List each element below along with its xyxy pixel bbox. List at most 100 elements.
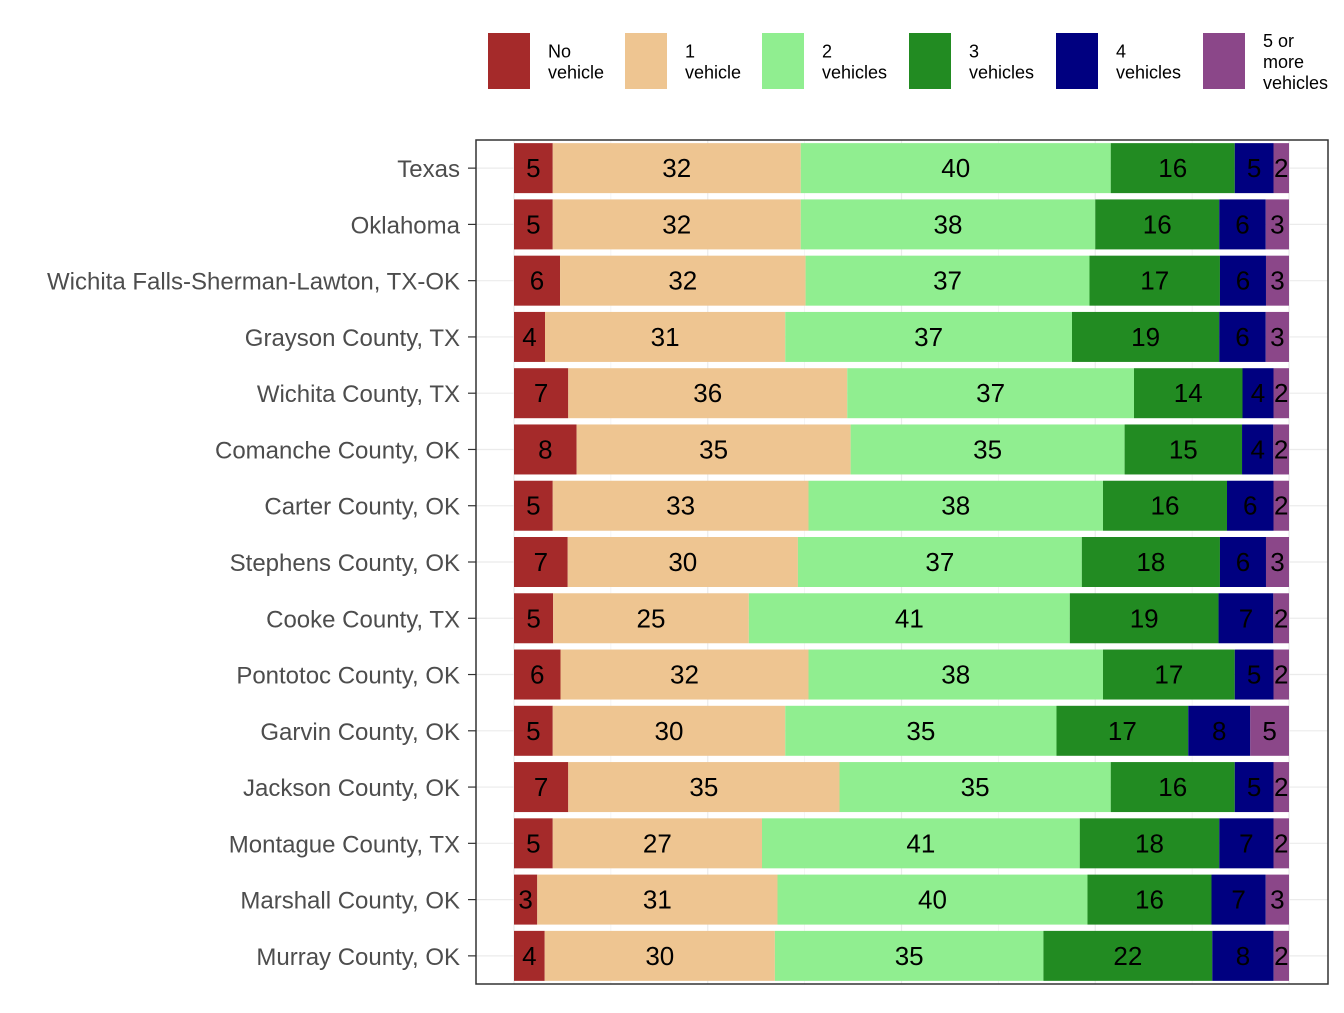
data-label: 2 [1274,828,1288,858]
bar-segment [1273,424,1289,475]
bar-segment [839,762,1111,813]
legend-label: vehicles [1116,63,1181,83]
data-label: 6 [530,660,544,690]
data-label: 38 [941,660,970,690]
legend-label: 4 [1116,42,1126,62]
plot-border [475,139,1329,985]
bar-segment [1265,874,1289,925]
data-label: 8 [1212,716,1226,746]
data-label: 6 [530,266,544,296]
bar-segment [514,930,545,981]
data-label: 41 [895,603,924,633]
data-label: 8 [1236,941,1250,971]
data-label: 25 [637,603,666,633]
bar-segment [1273,649,1289,700]
bar-segment [808,480,1103,531]
bar-segment [1273,593,1289,644]
legend-label: vehicles [969,63,1034,83]
data-label: 35 [699,434,728,464]
bar-segment [1188,705,1251,756]
y-tick-label: Wichita Falls-Sherman-Lawton, TX-OK [47,269,460,296]
bar-segment [1212,930,1274,981]
data-label: 2 [1274,378,1288,408]
legend-label: 2 [822,42,832,62]
data-label: 16 [1135,885,1164,915]
bar-segment [797,537,1082,587]
bar-segment [560,255,806,306]
bar-segment [1273,818,1289,869]
data-label: 3 [1270,547,1284,577]
data-label: 38 [941,491,970,521]
bar-segment [1219,818,1274,869]
bar-segment [1273,143,1289,194]
data-label: 7 [1231,885,1245,915]
bar-segment [1273,762,1289,813]
bar-segment [1265,537,1289,587]
bar-segment [1234,143,1274,194]
data-label: 16 [1151,491,1180,521]
bar-segment [1219,537,1266,587]
data-label: 6 [1236,547,1250,577]
data-label: 7 [534,547,548,577]
bar-segment [774,930,1044,981]
legend-key [1203,33,1245,89]
data-label: 3 [1270,266,1284,296]
data-label: 16 [1143,209,1172,239]
bar-segment [1110,762,1235,813]
data-label: 2 [1274,434,1288,464]
data-label: 6 [1235,322,1249,352]
data-label: 16 [1158,153,1187,183]
bar-segment [847,368,1134,419]
data-label: 3 [1270,885,1284,915]
data-label: 5 [526,716,540,746]
data-label: 32 [668,266,697,296]
data-label: 35 [906,716,935,746]
bar-segment [1103,480,1227,531]
data-label: 4 [1251,378,1265,408]
bar-segment [1110,143,1235,194]
data-label: 7 [534,772,548,802]
bar-segment [545,311,786,362]
bar-segment [1265,199,1289,250]
data-label: 5 [1247,153,1261,183]
bar-segment [568,368,848,419]
data-label: 5 [526,209,540,239]
bar-segment [777,874,1088,925]
y-tick-label: Stephens County, OK [230,550,460,577]
bar-segment [553,593,749,644]
bar-segment [514,311,545,362]
data-label: 17 [1108,716,1137,746]
bar-segment [514,762,569,813]
y-tick-label: Montague County, TX [229,831,460,858]
y-tick-label: Garvin County, OK [260,719,460,746]
bar-segment [785,705,1057,756]
bar-segment [514,255,561,306]
data-label: 33 [666,491,695,521]
data-label: 37 [925,547,954,577]
data-label: 4 [522,322,536,352]
bar-segment [762,818,1080,869]
bar-segment [805,255,1090,306]
data-label: 5 [526,491,540,521]
data-label: 18 [1136,547,1165,577]
bar-segment [1056,705,1189,756]
bar-segment [552,143,801,194]
bar-segment [537,874,778,925]
legend-label: 3 [969,42,979,62]
data-label: 32 [662,153,691,183]
legend-key [1056,33,1098,89]
data-label: 37 [914,322,943,352]
legend-key [488,33,530,89]
bar-segment [1265,255,1289,306]
legend-key [625,33,667,89]
y-tick-label: Pontotoc County, OK [236,663,460,690]
bar-segment [1227,480,1274,531]
legend-label: 5 or [1263,31,1294,51]
data-label: 7 [1239,603,1253,633]
y-tick-label: Jackson County, OK [243,775,460,802]
bar-segment [1234,649,1274,700]
bar-segment [552,705,786,756]
